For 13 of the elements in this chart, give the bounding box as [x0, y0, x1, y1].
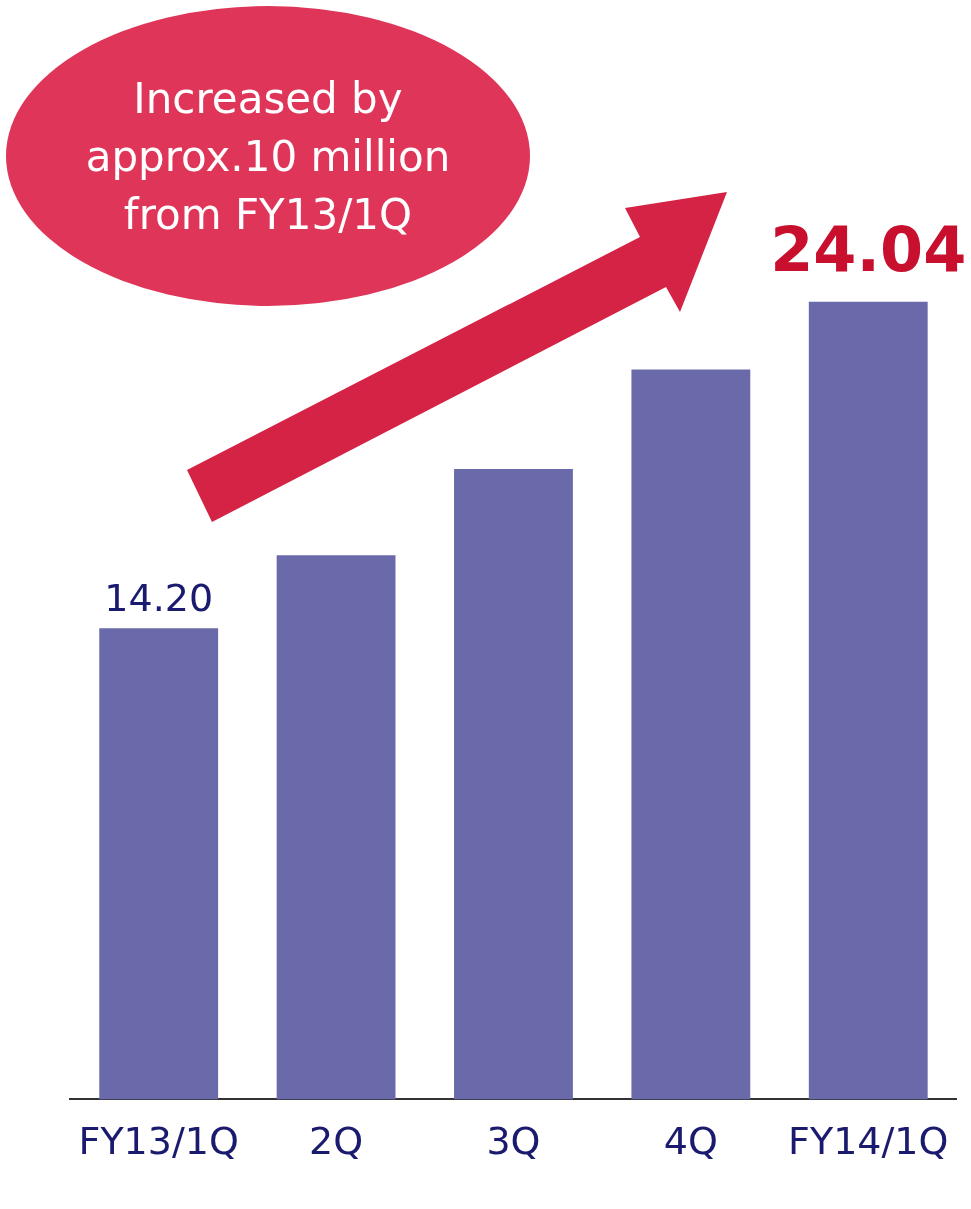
x-tick-label: 3Q — [486, 1119, 541, 1164]
x-tick-label: FY14/1Q — [788, 1119, 949, 1164]
x-tick-label: 4Q — [663, 1119, 718, 1164]
bar — [631, 369, 751, 1100]
bar — [808, 301, 928, 1100]
bar — [454, 469, 573, 1100]
text: Increased by approx.10 million from FY13/1Q — [84, 73, 452, 241]
x-tick-label: FY13/1Q — [78, 1119, 239, 1164]
data-label: 24.04 — [770, 212, 967, 286]
x-tick-label: 2Q — [309, 1119, 364, 1164]
bar — [276, 555, 396, 1100]
bar — [99, 628, 219, 1100]
data-label: 14.20 — [104, 576, 214, 621]
